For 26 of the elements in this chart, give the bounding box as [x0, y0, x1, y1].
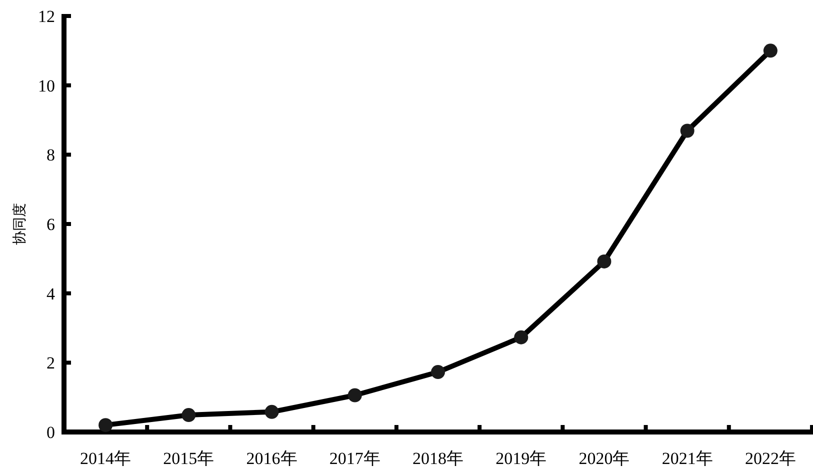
point	[264, 404, 279, 419]
x-tick-label: 2019年	[496, 449, 547, 468]
x-tick-label: 2021年	[662, 449, 713, 468]
x-tick-label: 2015年	[163, 449, 214, 468]
y-tick-label: 12	[38, 7, 55, 26]
point	[680, 124, 694, 138]
y-tick-label: 4	[46, 284, 56, 304]
point	[98, 418, 113, 432]
point	[514, 330, 528, 344]
y-tick-label: 10	[38, 76, 55, 96]
x-tick-label: 2022年	[744, 449, 796, 468]
x-tick-label: 2020年	[578, 449, 630, 468]
y-tick-label: 2	[46, 354, 55, 373]
y-axis-title: 协同度	[12, 203, 28, 245]
point	[348, 388, 362, 402]
x-tick-label: 2018年	[412, 449, 464, 468]
point	[597, 254, 612, 268]
y-tick-label: 6	[46, 215, 55, 234]
point	[182, 408, 196, 422]
y-tick-label: 8	[46, 146, 55, 165]
x-tick-label: 2014年	[80, 449, 132, 468]
x-tick-label: 2017年	[329, 449, 380, 468]
point	[763, 44, 778, 58]
point	[431, 365, 445, 380]
x-tick-label: 2016年	[246, 449, 298, 468]
y-tick-label: 0	[46, 423, 55, 442]
